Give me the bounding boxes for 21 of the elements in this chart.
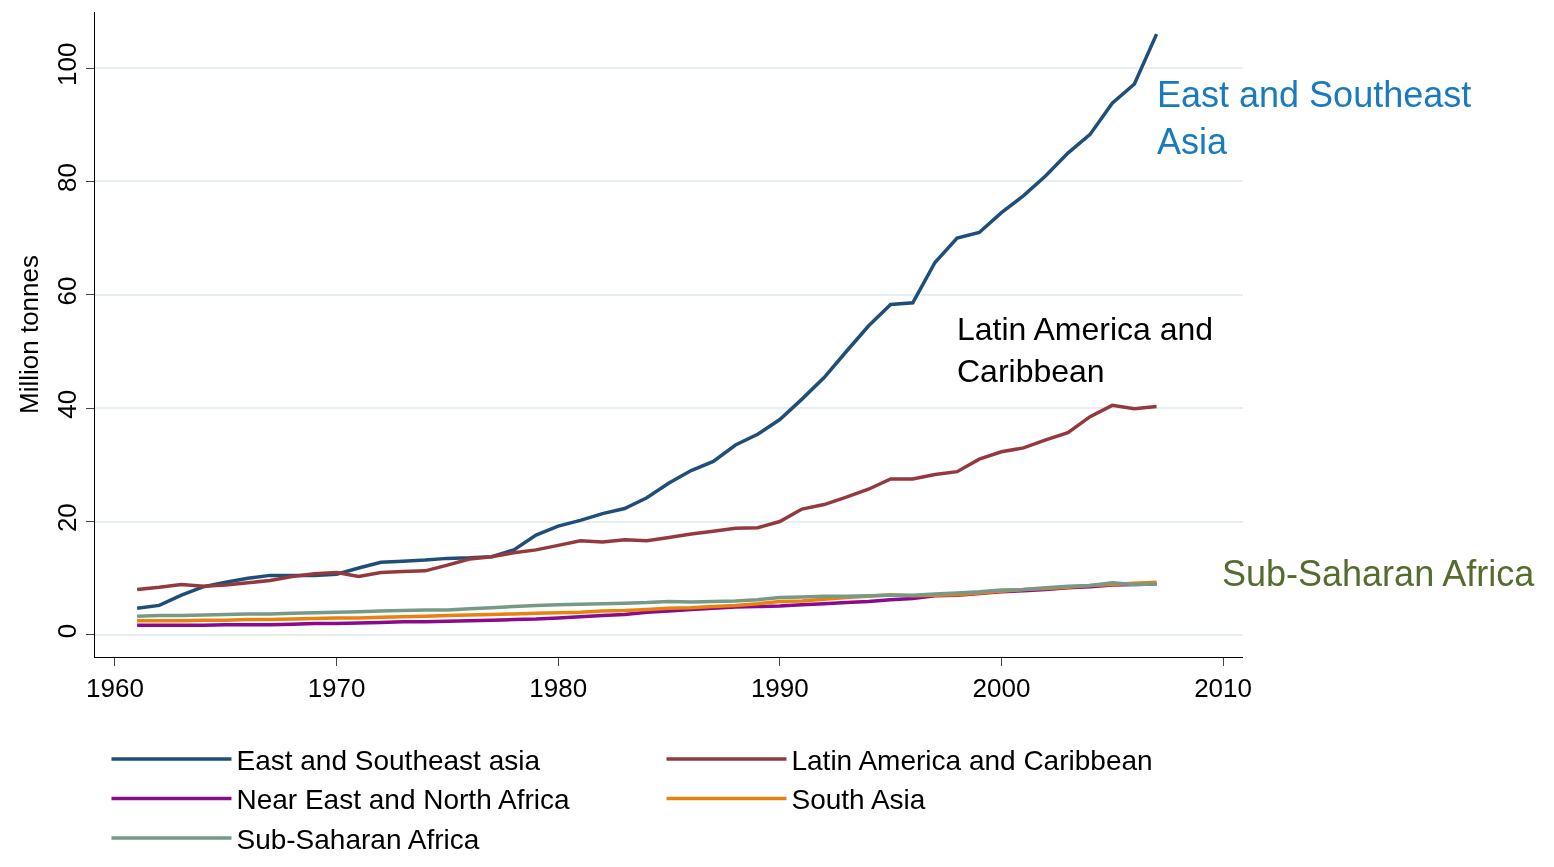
y-tick-label: 40 — [51, 389, 82, 419]
annotation: East and Southeast Asia — [1157, 74, 1472, 162]
legend-label: Sub-Saharan Africa — [236, 823, 480, 855]
x-tick-label: 2000 — [972, 673, 1031, 704]
x-tick-label: 1980 — [529, 673, 588, 704]
y-axis-title: Million tonnes — [14, 255, 44, 414]
x-tick-label: 1990 — [750, 673, 809, 704]
y-tick-label: 80 — [51, 163, 82, 193]
annotation: Sub-Saharan Africa — [1222, 553, 1536, 594]
legend-label: South Asia — [791, 784, 926, 816]
legend-label: East and Southeast asia — [236, 745, 541, 777]
x-tick-label: 1970 — [307, 673, 366, 704]
annotation: Latin America and Caribbean — [957, 311, 1214, 389]
y-tick-label: 60 — [51, 276, 82, 306]
y-tick-label: 100 — [51, 42, 82, 86]
legend-label: Near East and North Africa — [236, 784, 570, 816]
legend-label: Latin America and Caribbean — [791, 745, 1153, 777]
y-tick-label: 0 — [51, 623, 82, 639]
x-tick-label: 1960 — [86, 673, 144, 704]
y-tick-label: 20 — [51, 503, 82, 533]
x-tick-label: 2010 — [1194, 673, 1252, 704]
